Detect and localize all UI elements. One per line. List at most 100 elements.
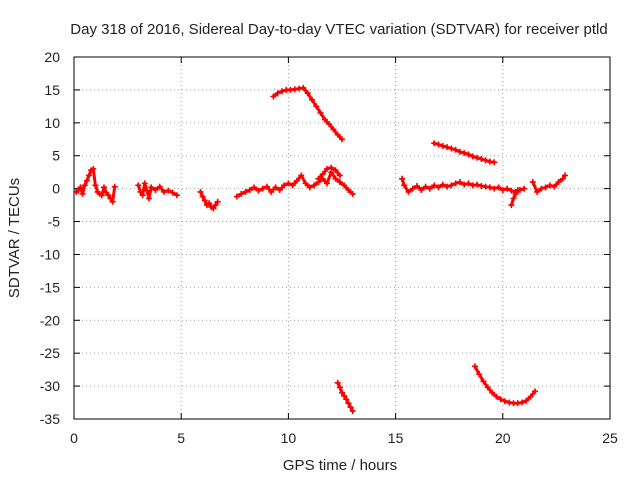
data-point bbox=[469, 153, 476, 160]
data-point bbox=[444, 144, 451, 151]
data-point bbox=[143, 187, 150, 194]
data-point bbox=[341, 182, 348, 189]
data-point bbox=[519, 399, 526, 406]
data-point bbox=[139, 192, 146, 199]
data-point bbox=[293, 177, 300, 184]
data-point bbox=[212, 202, 219, 209]
data-point bbox=[529, 179, 536, 186]
series-track-9 bbox=[508, 186, 521, 209]
data-point bbox=[169, 189, 176, 196]
data-point bbox=[255, 187, 262, 194]
data-point bbox=[259, 185, 266, 192]
data-point bbox=[504, 185, 511, 192]
grid bbox=[74, 57, 610, 419]
series-trace bbox=[235, 170, 355, 198]
data-point bbox=[214, 198, 221, 205]
data-point bbox=[152, 186, 159, 193]
data-point bbox=[105, 192, 112, 199]
data-point bbox=[349, 190, 356, 197]
data-point bbox=[334, 131, 341, 138]
y-tick-label: 5 bbox=[52, 148, 60, 164]
y-tick-label: -30 bbox=[40, 378, 60, 394]
data-point bbox=[317, 109, 324, 116]
data-point bbox=[471, 363, 478, 370]
data-point bbox=[465, 180, 472, 187]
x-tick-label: 15 bbox=[388, 430, 404, 446]
data-point bbox=[146, 195, 153, 202]
data-point bbox=[399, 175, 406, 182]
data-marks bbox=[73, 84, 568, 415]
data-point bbox=[538, 185, 545, 192]
data-point bbox=[527, 393, 534, 400]
data-point bbox=[278, 88, 285, 95]
data-point bbox=[495, 184, 502, 191]
data-point bbox=[300, 84, 307, 91]
data-point bbox=[311, 182, 318, 189]
data-point bbox=[107, 195, 114, 202]
plot-frame bbox=[73, 56, 611, 420]
x-tick-labels: 0 5 10 15 20 25 bbox=[70, 430, 618, 446]
data-point bbox=[435, 184, 442, 191]
data-point bbox=[246, 186, 253, 193]
data-point bbox=[148, 184, 155, 191]
data-point bbox=[206, 200, 213, 207]
data-point bbox=[79, 190, 86, 197]
series-track-12 bbox=[471, 363, 538, 407]
data-point bbox=[81, 182, 88, 189]
data-point bbox=[109, 198, 116, 205]
data-point bbox=[452, 180, 459, 187]
data-point bbox=[493, 393, 500, 400]
data-point bbox=[439, 181, 446, 188]
data-point bbox=[137, 188, 144, 195]
y-tick-label: 15 bbox=[44, 82, 60, 98]
data-point bbox=[323, 165, 330, 172]
data-point bbox=[281, 182, 288, 189]
data-point bbox=[285, 180, 292, 187]
data-point bbox=[523, 397, 530, 404]
data-point bbox=[474, 181, 481, 188]
data-point bbox=[306, 184, 313, 191]
data-point bbox=[319, 171, 326, 178]
data-point bbox=[111, 183, 118, 190]
data-point bbox=[345, 400, 352, 407]
data-point bbox=[461, 181, 468, 188]
data-point bbox=[476, 371, 483, 378]
series-track-5 bbox=[315, 164, 343, 182]
data-point bbox=[270, 93, 277, 100]
series-track-4 bbox=[233, 169, 356, 200]
data-point bbox=[531, 388, 538, 395]
data-point bbox=[546, 182, 553, 189]
data-point bbox=[332, 175, 339, 182]
y-tick-label: 20 bbox=[44, 49, 60, 65]
data-point bbox=[489, 389, 496, 396]
data-point bbox=[484, 384, 491, 391]
data-point bbox=[199, 193, 206, 200]
data-point bbox=[302, 180, 309, 187]
data-point bbox=[444, 183, 451, 190]
data-point bbox=[422, 183, 429, 190]
data-point bbox=[304, 90, 311, 97]
x-tick-label: 5 bbox=[177, 430, 185, 446]
axis-ticks bbox=[73, 56, 611, 420]
series-track-3 bbox=[197, 188, 221, 212]
data-point bbox=[435, 141, 442, 148]
x-tick-label: 25 bbox=[602, 430, 618, 446]
x-tick-label: 0 bbox=[70, 430, 78, 446]
y-tick-label: 0 bbox=[52, 181, 60, 197]
data-point bbox=[173, 192, 180, 199]
data-point bbox=[349, 408, 356, 415]
data-point bbox=[336, 384, 343, 391]
data-point bbox=[141, 180, 148, 187]
data-point bbox=[508, 202, 515, 209]
y-tick-label: -5 bbox=[48, 214, 61, 230]
data-point bbox=[238, 190, 245, 197]
data-point bbox=[439, 142, 446, 149]
data-point bbox=[83, 177, 90, 184]
data-point bbox=[339, 389, 345, 396]
data-point bbox=[559, 175, 566, 182]
data-point bbox=[512, 190, 519, 197]
data-point bbox=[491, 185, 498, 192]
data-point bbox=[542, 184, 549, 191]
data-point bbox=[336, 179, 343, 186]
